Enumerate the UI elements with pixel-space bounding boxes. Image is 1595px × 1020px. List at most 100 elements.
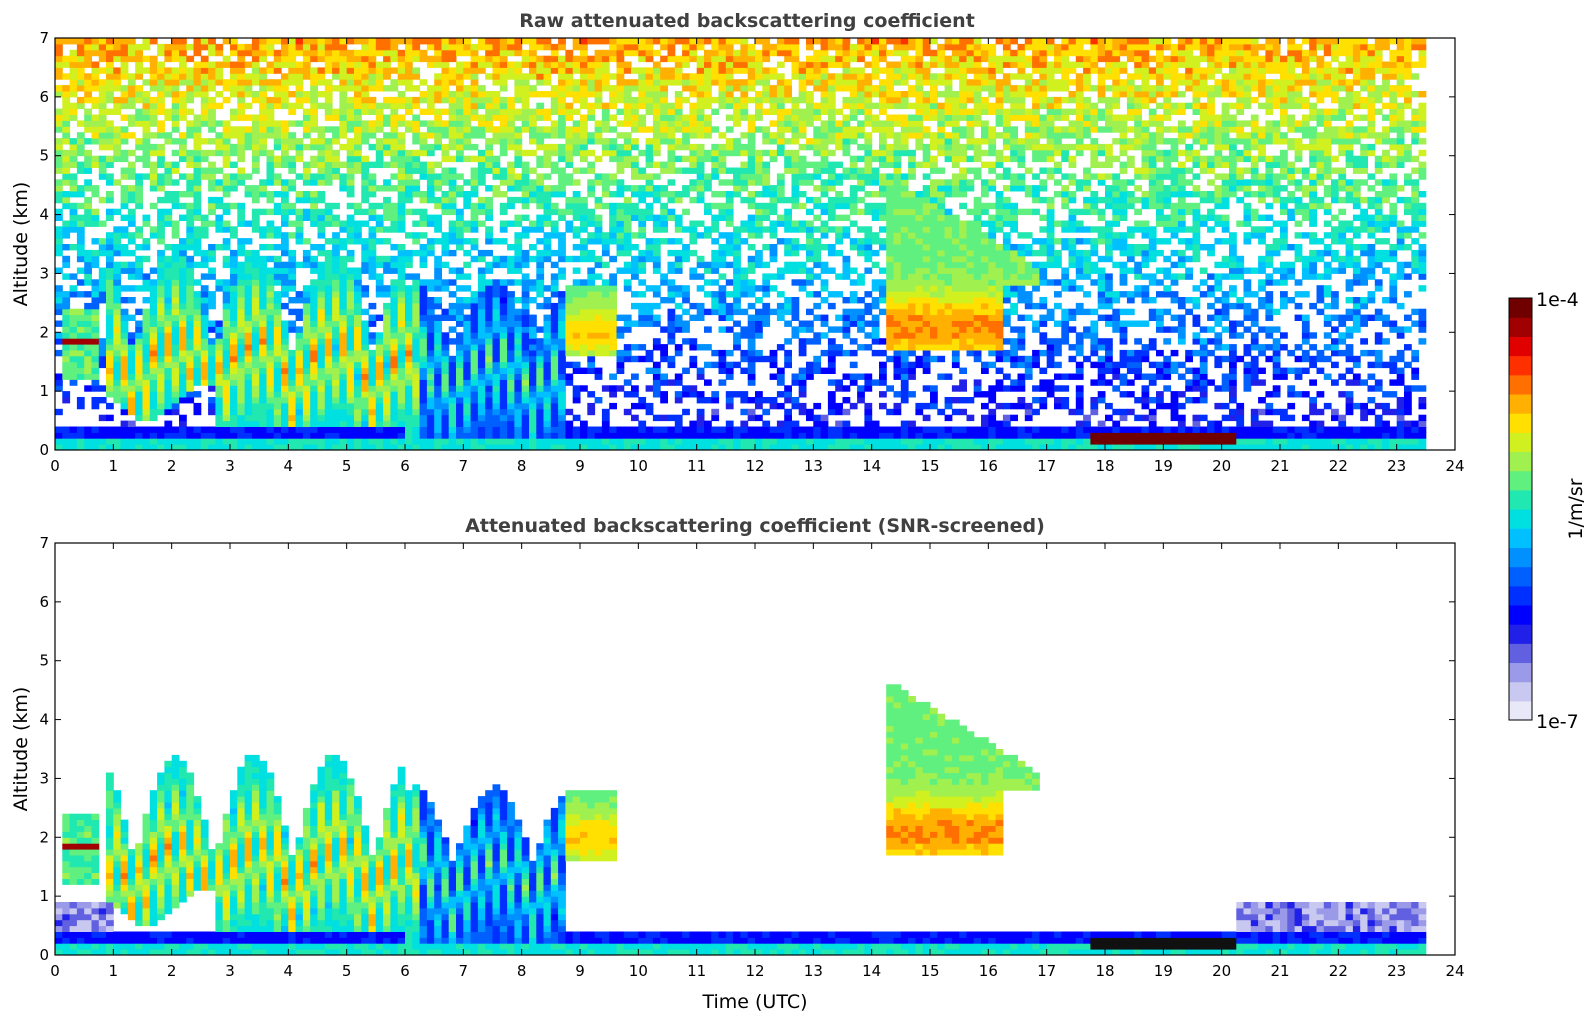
heatmap-cell [631,79,639,86]
heatmap-cell [317,208,326,216]
heatmap-cell [251,420,260,427]
heatmap-cell [127,402,136,410]
heatmap-cell [718,361,727,369]
heatmap-cell [317,261,326,269]
heatmap-cell [609,149,617,157]
heatmap-cell [281,444,289,451]
heatmap-cell [157,426,165,433]
heatmap-cell [383,320,391,327]
heatmap-cell [405,79,413,86]
heatmap-cell [76,61,85,68]
heatmap-cell [76,397,85,404]
heatmap-cell [623,61,632,68]
heatmap-cell [273,38,282,45]
heatmap-cell [631,191,639,198]
heatmap-cell [499,173,508,180]
heatmap-cell [339,185,348,192]
heatmap-cell [580,126,588,133]
heatmap-cell [354,102,362,110]
heatmap-cell [106,43,114,51]
heatmap-cell [375,355,384,363]
heatmap-cell [142,297,151,304]
heatmap-cell [397,179,406,186]
heatmap-cell [157,249,165,257]
heatmap-cell [106,444,114,451]
heatmap-cell [251,414,260,422]
heatmap-cell [616,61,625,68]
heatmap-cell [521,291,530,298]
heatmap-cell [696,155,705,163]
heatmap-cell [696,179,705,186]
heatmap-cell [572,338,581,345]
heatmap-cell [193,314,202,321]
heatmap-cell [565,444,574,451]
heatmap-cell [120,426,129,433]
heatmap-cell [419,291,428,298]
heatmap-cell [558,379,566,386]
heatmap-cell [91,126,100,133]
heatmap-cell [448,308,457,316]
heatmap-cell [215,444,224,451]
heatmap-cell [667,79,676,86]
heatmap-cell [536,191,545,198]
heatmap-cell [477,391,486,398]
heatmap-cell [237,67,246,74]
heatmap-cell [354,414,362,422]
heatmap-cell [368,185,377,192]
heatmap-cell [667,355,676,363]
heatmap-cell [397,326,406,333]
heatmap-cell [113,332,122,339]
heatmap-cell [317,149,326,157]
heatmap-cell [106,38,114,45]
heatmap-cell [346,232,355,239]
heatmap-cell [390,108,399,115]
heatmap-cell [120,361,129,369]
heatmap-cell [550,367,559,374]
heatmap-cell [660,102,668,110]
heatmap-cell [237,108,246,115]
heatmap-cell [339,85,348,92]
heatmap-cell [704,202,712,210]
heatmap-cell [317,320,326,327]
heatmap-cell [405,408,413,416]
heatmap-cell [346,273,355,280]
heatmap-cell [317,167,326,174]
heatmap-cell [565,173,574,180]
heatmap-cell [529,314,537,321]
heatmap-cell [149,297,158,304]
heatmap-cell [645,79,654,86]
heatmap-cell [660,132,668,139]
heatmap-cell [499,279,508,286]
heatmap-cell [208,402,216,410]
heatmap-cell [55,61,63,68]
heatmap-cell [543,314,552,321]
heatmap-cell [652,373,661,380]
heatmap-cell [397,267,406,274]
heatmap-cell [514,402,523,410]
heatmap-cell [631,108,639,115]
heatmap-cell [317,355,326,363]
heatmap-cell [689,79,698,86]
heatmap-cell [587,249,596,257]
heatmap-cell [208,249,216,257]
heatmap-cell [302,196,311,204]
heatmap-cell [689,132,698,139]
heatmap-cell [91,291,100,298]
heatmap-cell [142,96,151,104]
heatmap-cell [200,320,209,327]
heatmap-cell [237,244,246,251]
heatmap-cell [434,138,442,145]
heatmap-cell [273,344,282,351]
heatmap-cell [281,232,289,239]
heatmap-cell [62,326,71,333]
heatmap-cell [354,79,362,86]
heatmap-cell [127,444,136,451]
heatmap-cell [507,73,515,80]
heatmap-cell [514,132,523,139]
heatmap-cell [652,120,661,127]
heatmap-cell [171,244,180,251]
heatmap-cell [244,261,253,269]
heatmap-cell [609,179,617,186]
heatmap-cell [704,173,712,180]
heatmap-cell [230,291,238,298]
